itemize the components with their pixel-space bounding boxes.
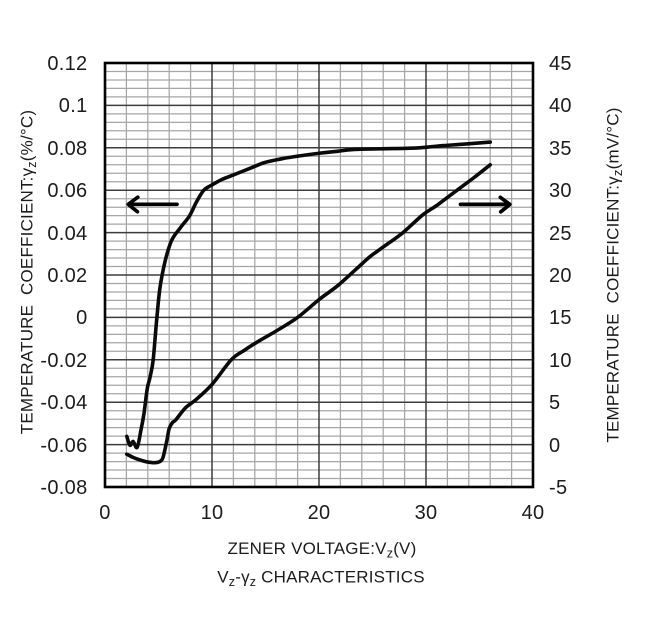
svg-text:25: 25 — [549, 223, 572, 245]
svg-text:20: 20 — [308, 502, 331, 524]
svg-text:30: 30 — [415, 502, 438, 524]
svg-text:0.08: 0.08 — [47, 138, 87, 160]
svg-text:Vz-γz CHARACTERISTICS: Vz-γz CHARACTERISTICS — [217, 568, 425, 590]
svg-text:40: 40 — [522, 502, 545, 524]
svg-text:TEMPERATURE COEFFICIENT:γz(%/: TEMPERATURE COEFFICIENT:γz(%/°C) — [18, 110, 40, 434]
svg-text:-0.06: -0.06 — [40, 435, 87, 457]
svg-text:45: 45 — [549, 53, 572, 75]
svg-text:10: 10 — [201, 502, 224, 524]
svg-text:40: 40 — [549, 95, 572, 117]
svg-text:0.04: 0.04 — [47, 223, 87, 245]
svg-text:-5: -5 — [549, 477, 567, 499]
svg-text:-0.04: -0.04 — [40, 392, 87, 414]
svg-text:35: 35 — [549, 138, 572, 160]
svg-text:0.02: 0.02 — [47, 265, 87, 287]
svg-text:0: 0 — [99, 502, 110, 524]
svg-text:0.1: 0.1 — [59, 95, 88, 117]
svg-text:-0.08: -0.08 — [40, 477, 87, 499]
svg-text:0: 0 — [76, 307, 87, 329]
svg-text:-0.02: -0.02 — [40, 350, 87, 372]
svg-text:30: 30 — [549, 180, 572, 202]
svg-text:20: 20 — [549, 265, 572, 287]
svg-text:ZENER VOLTAGE:Vz(V): ZENER VOLTAGE:Vz(V) — [228, 539, 417, 561]
svg-text:10: 10 — [549, 350, 572, 372]
svg-text:5: 5 — [549, 392, 560, 414]
svg-text:0.06: 0.06 — [47, 180, 87, 202]
svg-text:0: 0 — [549, 435, 560, 457]
svg-text:TEMPERATURE COEFFICIENT:γz(mV: TEMPERATURE COEFFICIENT:γz(mV/°C) — [604, 107, 626, 442]
svg-text:15: 15 — [549, 307, 572, 329]
svg-text:0.12: 0.12 — [47, 53, 87, 75]
